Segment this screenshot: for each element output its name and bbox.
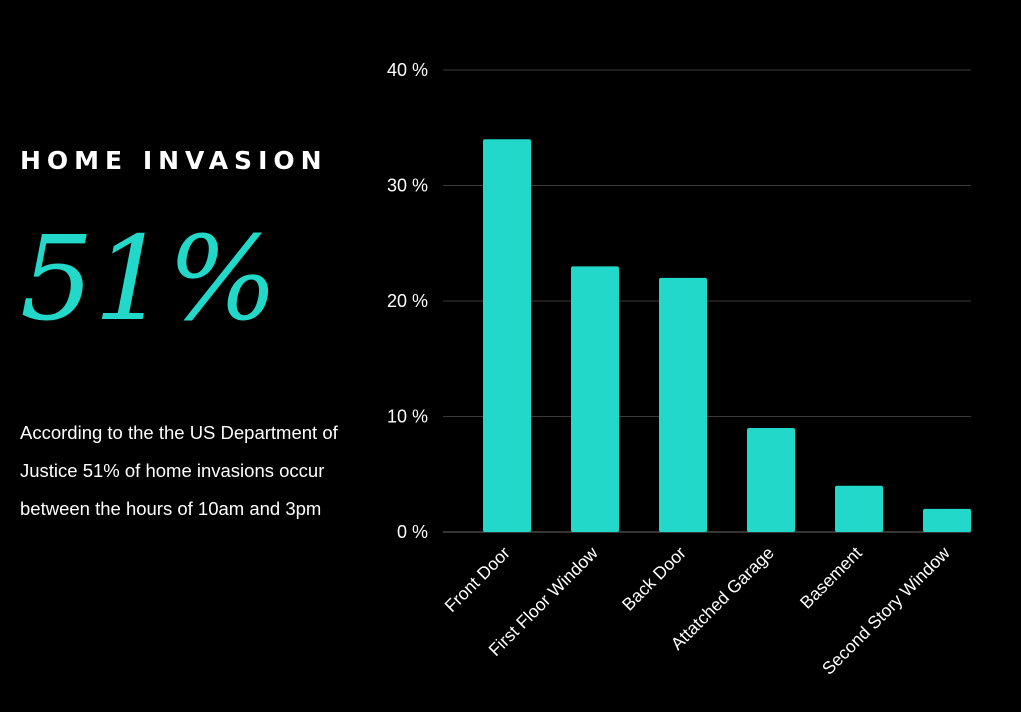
bar bbox=[747, 428, 795, 532]
headline-statistic: 51% bbox=[20, 212, 278, 347]
bars bbox=[483, 139, 971, 533]
bar bbox=[659, 277, 707, 532]
x-category-label: Back Door bbox=[618, 543, 690, 615]
bar bbox=[923, 508, 971, 532]
bar bbox=[571, 266, 619, 532]
y-tick-label: 20 % bbox=[387, 291, 428, 311]
statistic-description: According to the the US Department of Ju… bbox=[20, 422, 338, 519]
y-tick-label: 40 % bbox=[387, 60, 428, 80]
y-tick-label: 30 % bbox=[387, 176, 428, 196]
bar bbox=[483, 139, 531, 533]
y-tick-label: 0 % bbox=[397, 522, 428, 542]
section-heading: HOME INVASION bbox=[20, 146, 328, 175]
y-axis-ticks: 0 % 10 % 20 % 30 % 40 % bbox=[387, 60, 428, 542]
info-panel: HOME INVASION 51% According to the the U… bbox=[0, 0, 390, 712]
x-category-label: Front Door bbox=[441, 543, 514, 616]
y-tick-label: 10 % bbox=[387, 407, 428, 427]
bar bbox=[835, 485, 883, 532]
x-category-label: Basement bbox=[796, 543, 866, 613]
